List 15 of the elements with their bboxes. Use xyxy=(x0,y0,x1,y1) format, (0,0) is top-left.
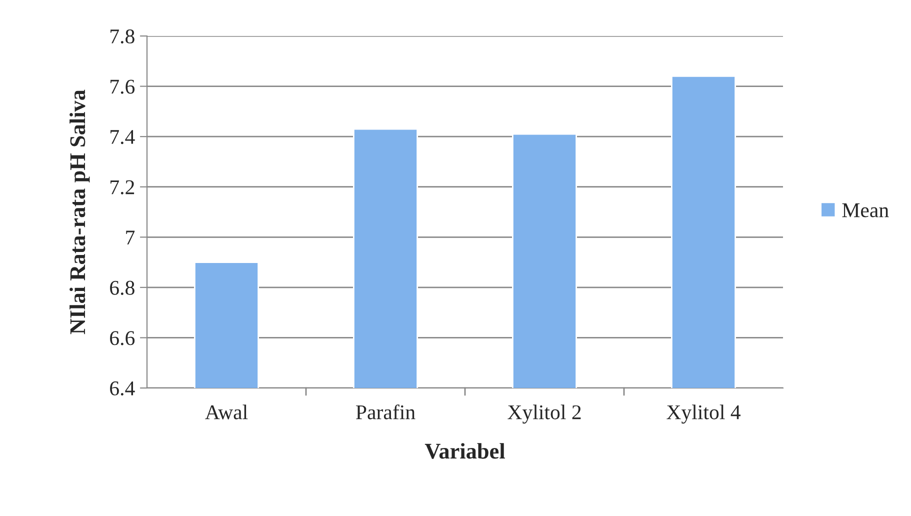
y-tick-label: 6.4 xyxy=(110,381,135,396)
y-tick-label: 7.6 xyxy=(110,80,135,94)
y-tick-label: 7 xyxy=(126,230,135,244)
x-tick-label: Xylitol 4 xyxy=(666,404,741,424)
x-tick-label: Awal xyxy=(205,404,248,420)
y-tick-label: 7.4 xyxy=(110,130,135,144)
y-tick-label: 7.8 xyxy=(110,29,134,44)
x-tick-label: Xylitol 2 xyxy=(508,404,581,424)
x-tick-label: Parafin xyxy=(356,404,416,420)
y-tick-label: 6.6 xyxy=(110,331,135,346)
x-axis-title: Variabel xyxy=(424,443,505,459)
y-tick-label: 7.2 xyxy=(110,180,134,194)
y-tick-label: 6.8 xyxy=(110,280,134,295)
y-axis-title: NIlai Rata-rata pH Saliva xyxy=(70,90,90,334)
legend-label: Mean xyxy=(842,203,889,218)
